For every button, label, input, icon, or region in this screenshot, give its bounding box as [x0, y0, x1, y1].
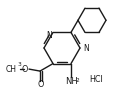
Text: NH: NH [66, 77, 78, 86]
Text: N: N [83, 44, 89, 53]
Text: HCl: HCl [89, 75, 103, 84]
Text: O: O [22, 65, 28, 74]
Text: 2: 2 [76, 78, 79, 83]
Text: CH: CH [6, 65, 17, 74]
Text: 3: 3 [18, 62, 21, 67]
Text: N: N [46, 31, 52, 40]
Text: O: O [38, 80, 44, 89]
